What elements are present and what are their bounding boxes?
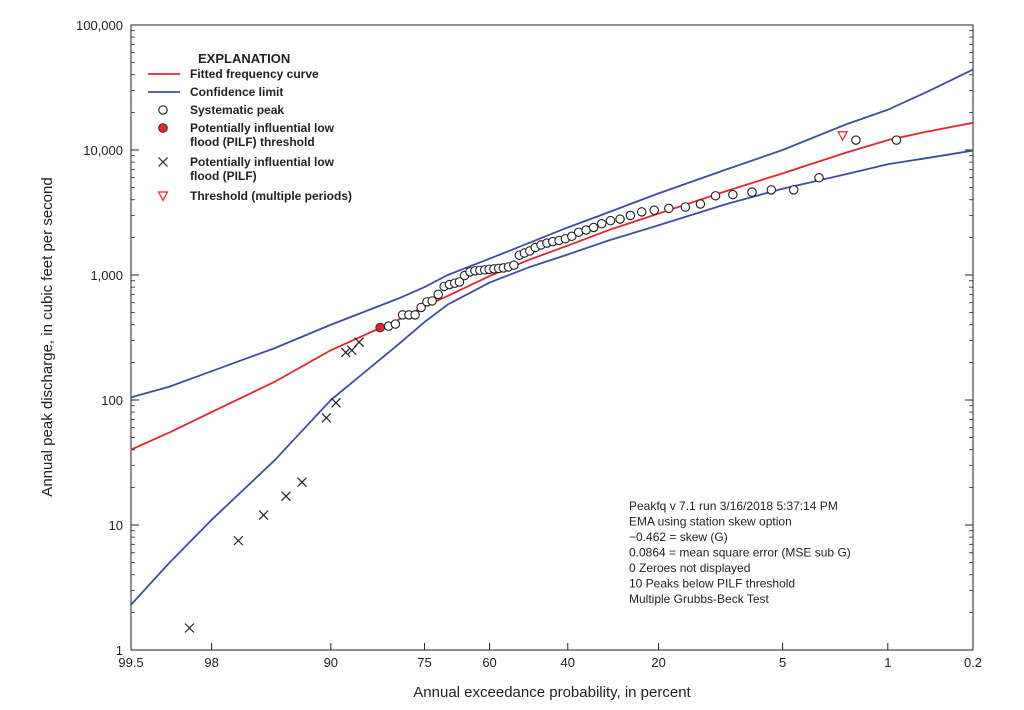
legend-label: Potentially influential low [190, 155, 335, 169]
systematic-peak-point [588, 222, 599, 233]
legend-label: Systematic peak [190, 103, 284, 117]
y-tick-label: 10 [109, 518, 123, 533]
systematic-peak-point [695, 199, 706, 209]
x-tick-label: 5 [779, 655, 786, 670]
systematic-peak-point [649, 205, 659, 215]
pilf-point [321, 412, 332, 423]
legend-item: Fitted frequency curve [148, 67, 319, 81]
systematic-peak-point [615, 214, 625, 224]
pilf-threshold-point [375, 322, 385, 333]
legend-marker-swatch [158, 123, 168, 133]
x-tick-label: 98 [204, 655, 218, 670]
systematic-peak-point [567, 231, 577, 242]
systematic-peak-point [433, 289, 443, 300]
systematic-peak-point [747, 187, 757, 197]
confidence-limit-lower-line [130, 149, 974, 606]
systematic-peak-point [710, 191, 721, 201]
systematic-peak-point [891, 135, 902, 145]
pilf-point [340, 347, 351, 358]
confidence-limit-upper-line [130, 68, 974, 399]
legend-item: Confidence limit [148, 85, 283, 99]
annotation-line: Peakfq v 7.1 run 3/16/2018 5:37:14 PM [629, 499, 838, 513]
annotation-line: EMA using station skew option [629, 515, 792, 529]
systematic-peak-point [664, 203, 674, 214]
systematic-peak-point [509, 260, 519, 270]
legend-label: Confidence limit [190, 85, 283, 99]
y-tick-label: 10,000 [83, 143, 123, 158]
x-tick-label: 60 [482, 655, 496, 670]
y-axis-label: Annual peak discharge, in cubic feet per… [39, 177, 56, 496]
pilf-point [258, 510, 269, 521]
systematic-peak-point [766, 185, 777, 195]
run-info-annotation: Peakfq v 7.1 run 3/16/2018 5:37:14 PM EMA… [629, 499, 851, 606]
systematic-peak-point [605, 215, 616, 226]
y-tick-label: 1,000 [90, 268, 123, 283]
annotation-line: Multiple Grubbs-Beck Test [629, 592, 770, 606]
legend-marker-swatch [158, 105, 168, 115]
x-tick-label: 40 [561, 655, 575, 670]
systematic-peak-point [814, 172, 824, 183]
annotation-line: 10 Peaks below PILF threshold [629, 577, 795, 591]
pilf-point [354, 337, 365, 348]
plot-frame [130, 24, 974, 651]
x-tick-label: 20 [651, 655, 665, 670]
x-tick-label: 99.5 [118, 655, 143, 670]
systematic-peak-point [680, 202, 691, 212]
legend-marker-swatch [157, 191, 169, 202]
legend-item: Threshold (multiple periods) [157, 189, 352, 203]
y-tick-label: 1 [116, 643, 123, 658]
pilf-point [297, 477, 307, 488]
threshold-point [837, 131, 849, 142]
systematic-peak-point [427, 296, 437, 306]
systematic-peak-point [636, 207, 647, 217]
legend-label: Fitted frequency curve [190, 67, 319, 81]
annotation-line: 0 Zeroes not displayed [629, 561, 750, 575]
pilf-point [346, 345, 357, 356]
systematic-peak-point [416, 302, 426, 313]
legend-item: Systematic peak [158, 103, 284, 117]
pilf-point [281, 491, 291, 502]
systematic-peak-point [851, 135, 861, 145]
curves [130, 68, 974, 606]
y-tick-label: 100,000 [76, 18, 123, 33]
x-tick-label: 0.2 [964, 655, 982, 670]
legend-marker-swatch [158, 157, 168, 167]
x-tick-label: 1 [884, 655, 891, 670]
legend-label: Potentially influential low [190, 121, 335, 135]
annotation-line: 0.0864 = mean square error (MSE sub G) [629, 546, 851, 560]
systematic-peak-point [728, 189, 738, 200]
y-tick-label: 100 [101, 393, 123, 408]
legend-label: Threshold (multiple periods) [190, 189, 352, 203]
x-axis-label: Annual exceedance probability, in percen… [413, 684, 691, 701]
systematic-peak-point [454, 277, 465, 287]
systematic-peak-point [390, 319, 401, 329]
pilf-point [184, 623, 195, 633]
pilf-point [233, 535, 244, 546]
systematic-peak-point [788, 185, 799, 195]
fitted-frequency-curve-line [130, 121, 974, 451]
x-tick-label: 90 [324, 655, 338, 670]
data-points [184, 131, 902, 633]
pilf-point [331, 397, 341, 408]
legend-label: flood (PILF) [190, 169, 257, 183]
systematic-peak-point [410, 310, 420, 320]
y-axis: 1 10 100 1,000 10,000 100,000 [76, 18, 973, 658]
x-tick-label: 75 [417, 655, 431, 670]
legend-title: EXPLANATION [198, 51, 290, 66]
systematic-peak-point [625, 210, 636, 221]
legend-label: flood (PILF) threshold [190, 135, 315, 149]
legend: EXPLANATION Fitted frequency curve Confid… [148, 51, 352, 203]
x-axis: 99.5 98 90 75 60 40 20 5 1 0.2 [118, 643, 982, 670]
annotation-line: −0.462 = skew (G) [629, 530, 728, 544]
systematic-peak-point [596, 219, 607, 229]
